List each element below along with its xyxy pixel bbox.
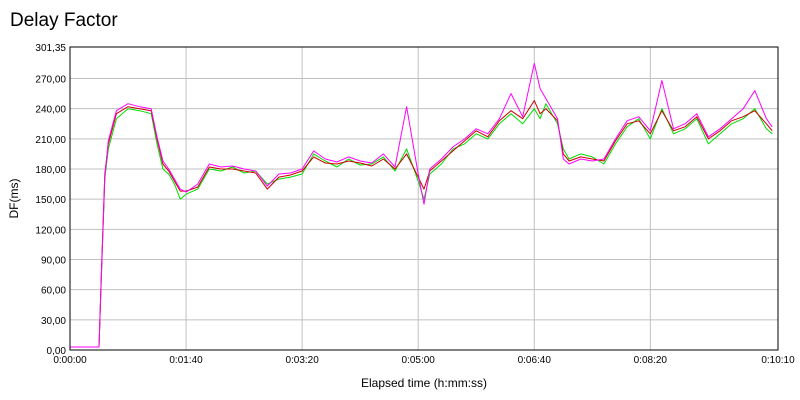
y-axis-label: DF(ms) <box>7 179 21 219</box>
y-tick-label: 60,00 <box>41 286 66 297</box>
x-tick-label: 0:10:10 <box>761 355 795 366</box>
chart-title: Delay Factor <box>10 10 118 31</box>
x-tick-label: 0:03:20 <box>285 355 319 366</box>
series-line-1 <box>70 103 773 348</box>
y-tick-label: 270,00 <box>35 75 66 86</box>
y-tick-label: 150,00 <box>35 195 66 206</box>
y-tick-label: 120,00 <box>35 225 66 236</box>
y-tick-label: 240,00 <box>35 105 66 116</box>
y-tick-label: 0,00 <box>47 346 67 357</box>
plot-frame <box>69 46 779 351</box>
tick-layer: 0,00 30,00 60,00 90,00 120,00 150,00 180,00 210… <box>35 43 795 366</box>
series-layer <box>70 62 773 348</box>
x-axis-label: Elapsed time (h:mm:ss) <box>361 376 487 390</box>
x-tick-label: 0:06:40 <box>518 355 552 366</box>
y-tick-label: 180,00 <box>35 165 66 176</box>
y-tick-label: 301,35 <box>35 43 66 54</box>
x-tick-label: 0:01:40 <box>169 355 203 366</box>
x-tick-label: 0:05:00 <box>402 355 436 366</box>
x-tick-label: 0:00:00 <box>53 355 87 366</box>
x-tick-label: 0:08:20 <box>634 355 668 366</box>
y-tick-label: 210,00 <box>35 135 66 146</box>
series-line-2 <box>70 100 773 348</box>
y-tick-label: 90,00 <box>41 256 66 267</box>
series-line-3 <box>70 62 773 348</box>
y-tick-label: 30,00 <box>41 316 66 327</box>
